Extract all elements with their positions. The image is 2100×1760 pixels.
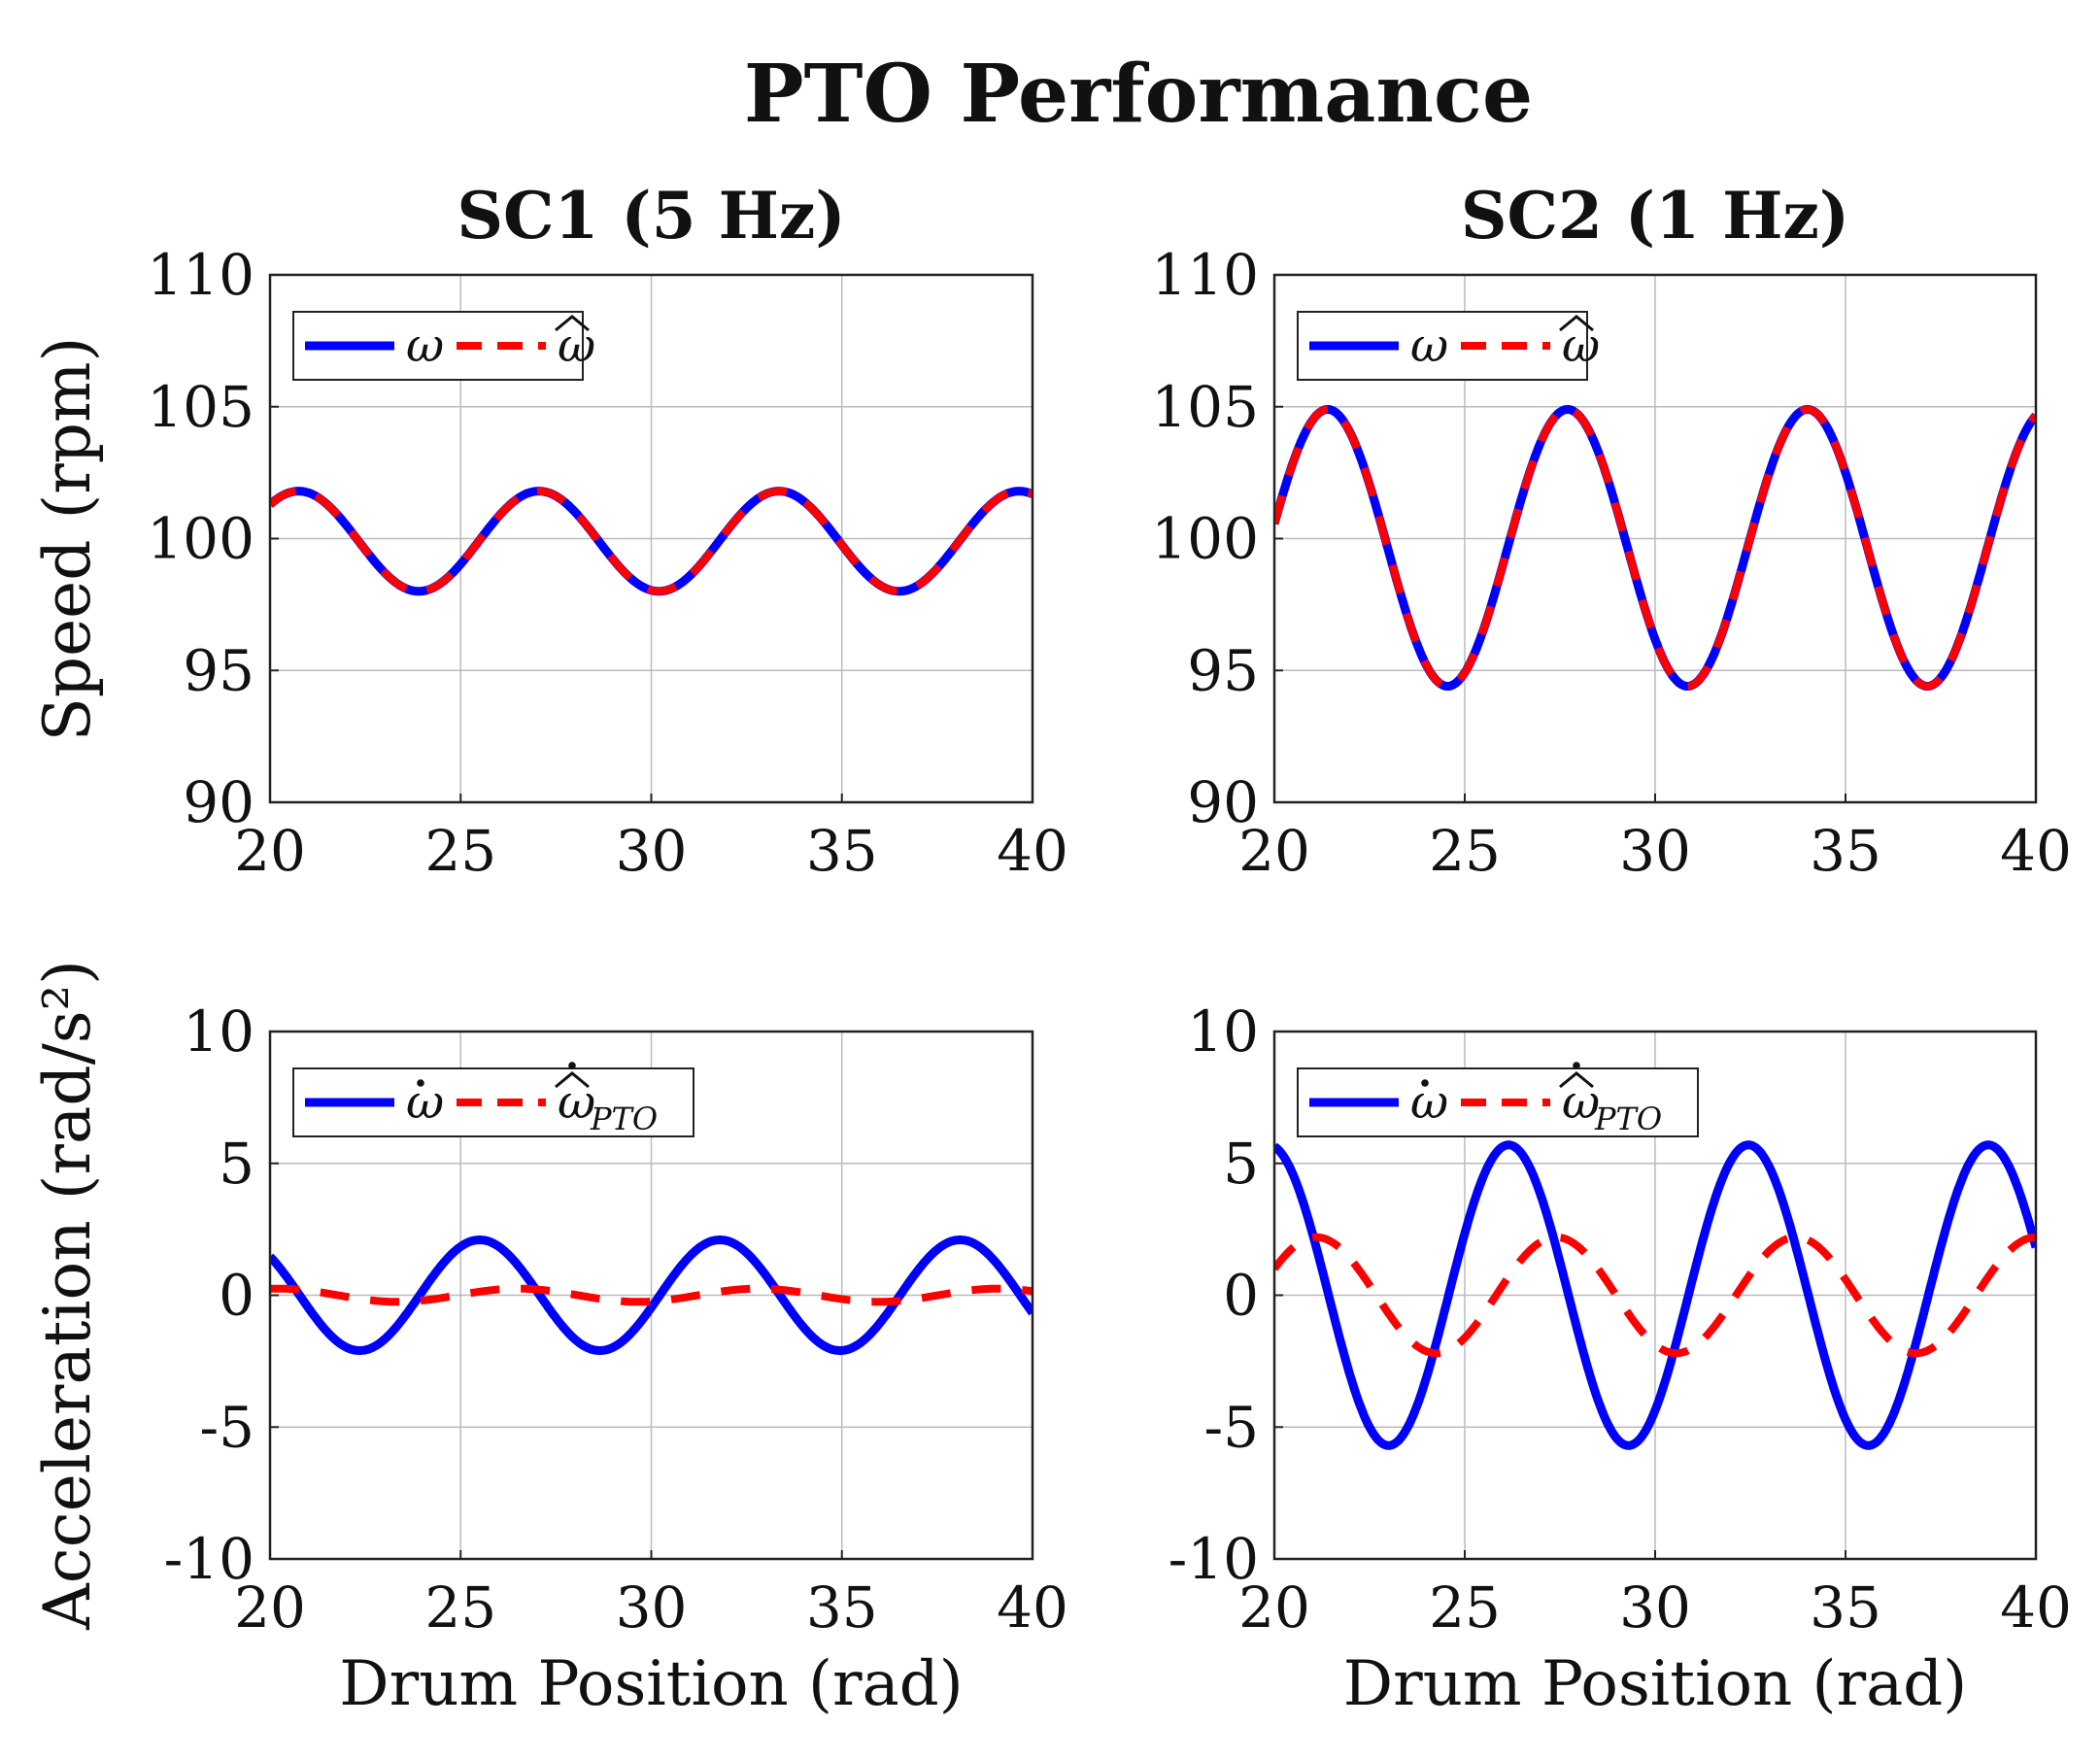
y-tick-label: 105: [147, 374, 254, 440]
legend-subscript: PTO: [1594, 1100, 1662, 1137]
legend-hat-accent: [1559, 315, 1594, 332]
x-tick-label: 30: [616, 1574, 688, 1641]
legend-dot-accent: [568, 1062, 576, 1069]
x-tick-label: 35: [806, 1574, 878, 1641]
x-axis-label: Drum Position (rad): [1343, 1648, 1967, 1720]
x-tick-label: 25: [1429, 818, 1501, 884]
series-line-measured: [270, 1235, 1033, 1355]
x-axis-label: Drum Position (rad): [339, 1648, 963, 1720]
x-tick-label: 35: [1810, 818, 1881, 884]
x-tick-label: 25: [424, 1574, 496, 1641]
row-y-axis-label: Speed (rpm): [30, 337, 105, 742]
legend-hat-accent: [555, 1071, 590, 1089]
legend-label: ω: [1410, 1075, 1448, 1130]
legend-label: ω: [558, 319, 595, 373]
x-tick-label: 35: [806, 818, 878, 884]
legend-label: ω: [558, 1075, 595, 1130]
legend-dot-accent: [417, 1079, 424, 1087]
y-tick-label: 0: [1223, 1263, 1259, 1329]
x-tick-label: 30: [1619, 1574, 1691, 1641]
figure-title: PTO Performance: [744, 48, 1533, 141]
legend-label: ω: [406, 319, 444, 373]
y-tick-label: 10: [1187, 998, 1259, 1065]
legend-subscript: PTO: [590, 1100, 658, 1137]
y-tick-label: 95: [1187, 637, 1259, 703]
x-tick-label: 40: [997, 818, 1068, 884]
legend-hat-accent: [555, 315, 590, 332]
x-tick-label: 20: [234, 818, 306, 884]
axes-frame: [1272, 273, 2038, 804]
x-tick-label: 40: [2000, 1574, 2072, 1641]
y-tick-label: 90: [1187, 769, 1259, 835]
legend-label: ω: [1410, 319, 1448, 373]
legend-hat-accent: [1559, 1071, 1594, 1089]
y-tick-label: -10: [164, 1526, 254, 1592]
series-line-estimated: [270, 1284, 1033, 1306]
x-tick-label: 40: [2000, 818, 2072, 884]
axes-frame: [1272, 1030, 2038, 1561]
y-tick-label: 90: [183, 769, 254, 835]
legend-label: ω: [1562, 319, 1600, 373]
x-tick-label: 20: [234, 1574, 306, 1641]
x-tick-label: 35: [1810, 1574, 1881, 1641]
series-line-measured: [1274, 1140, 2036, 1450]
y-tick-label: -5: [200, 1394, 255, 1460]
panel-title: SC2 (1 Hz): [1461, 178, 1849, 254]
y-tick-label: 10: [183, 998, 254, 1065]
y-tick-label: 95: [183, 637, 254, 703]
y-tick-label: 0: [219, 1263, 254, 1329]
x-tick-label: 30: [1619, 818, 1691, 884]
series-line-estimated: [1274, 1233, 2036, 1358]
y-tick-label: 105: [1151, 374, 1259, 440]
y-tick-label: 110: [1151, 242, 1259, 308]
legend-label: ω: [1562, 1075, 1600, 1130]
x-tick-label: 30: [616, 818, 688, 884]
y-tick-label: -5: [1204, 1394, 1260, 1460]
x-tick-label: 25: [1429, 1574, 1501, 1641]
y-tick-label: 5: [219, 1131, 254, 1197]
row-ylabels: Speed (rpm) Acceleration (rad/s²): [30, 337, 105, 1631]
axes-frame: [268, 273, 1034, 804]
series-line-measured: [1274, 405, 2036, 691]
chart-panel-sc2-accel: 20 25 30 35 40 -10 -5 0 5 10 Drum Position (rad) ω ω…: [1169, 998, 2072, 1720]
y-tick-label: 100: [147, 506, 254, 572]
y-tick-label: -10: [1169, 1526, 1259, 1592]
y-tick-label: 5: [1223, 1131, 1259, 1197]
panel-title: SC1 (5 Hz): [457, 178, 845, 254]
row-y-axis-label: Acceleration (rad/s²): [30, 960, 105, 1631]
axes-frame: [268, 1030, 1034, 1561]
x-tick-label: 40: [997, 1574, 1068, 1641]
legend-label: ω: [406, 1075, 444, 1130]
x-tick-label: 20: [1238, 818, 1310, 884]
x-tick-label: 25: [424, 818, 496, 884]
legend-dot-accent: [1421, 1079, 1429, 1087]
series-line-estimated: [270, 487, 1033, 595]
y-tick-label: 100: [1151, 506, 1259, 572]
x-tick-label: 20: [1238, 1574, 1310, 1641]
legend-dot-accent: [1573, 1062, 1580, 1069]
y-tick-label: 110: [147, 242, 254, 308]
chart-panel-sc1-accel: 20 25 30 35 40 -10 -5 0 5 10 Drum Position (rad) ω ω…: [164, 998, 1068, 1720]
